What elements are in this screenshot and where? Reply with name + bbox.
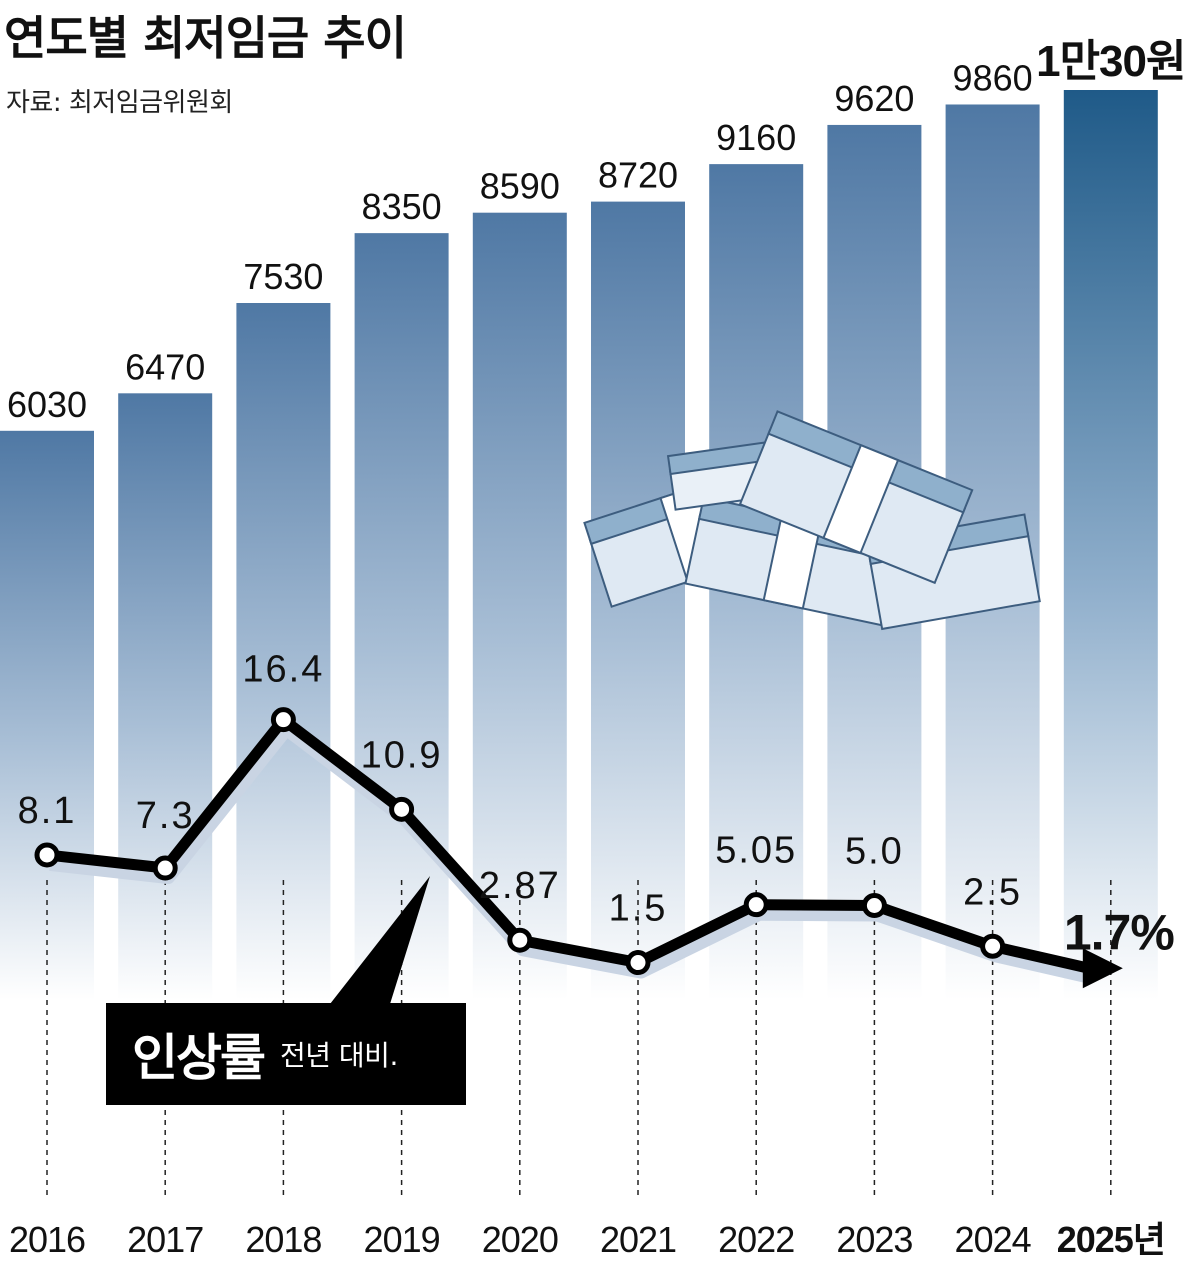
line-legend: 인상률 전년 대비. xyxy=(106,1003,466,1105)
line-point-2020 xyxy=(507,927,533,953)
line-label-2020: 2.87 xyxy=(479,865,561,907)
line-point-2017 xyxy=(152,855,178,881)
x-tick-2022: 2022 xyxy=(718,1219,794,1260)
bar-label-2023: 9620 xyxy=(834,78,914,119)
bar-label-2025년: 1만30원 xyxy=(1036,37,1185,86)
line-point-2023 xyxy=(861,893,887,918)
bar-label-2020: 8590 xyxy=(480,166,560,207)
line-label-2024: 2.5 xyxy=(963,871,1022,913)
line-label-2017: 7.3 xyxy=(136,795,195,837)
bar-2016 xyxy=(0,430,94,1000)
bar-2019 xyxy=(354,233,449,1001)
x-tick-2019: 2019 xyxy=(364,1219,440,1260)
bar-label-2024: 9860 xyxy=(953,57,1033,98)
line-point-2021 xyxy=(625,950,651,976)
line-label-2018: 16.4 xyxy=(242,649,324,691)
line-shadow xyxy=(49,721,1094,985)
x-tick-2024: 2024 xyxy=(955,1219,1031,1260)
x-tick-2021: 2021 xyxy=(600,1219,676,1260)
x-axis-labels: 2016 2017 2018 2019 2020 2021 2022 2023 2024 2025… xyxy=(9,1219,1166,1260)
bar-label-2018: 7530 xyxy=(243,256,323,297)
line-point-2022 xyxy=(743,892,769,918)
x-tick-2025년: 2025년 xyxy=(1057,1219,1165,1260)
bar-label-2017: 6470 xyxy=(125,346,205,387)
line-label-2019: 10.9 xyxy=(361,734,443,776)
line-arrow-head xyxy=(1082,948,1123,989)
line-label-2016: 8.1 xyxy=(18,790,77,832)
line-path xyxy=(46,714,1091,974)
growth-rate-line: 8.1 7.3 16.4 10.9 2.87 1.5 5.05 5.0 2.5 1.7% xyxy=(18,649,1175,989)
bar-2020 xyxy=(472,212,567,1001)
x-tick-2023: 2023 xyxy=(836,1219,912,1260)
line-label-2023: 5.0 xyxy=(845,831,904,873)
x-tick-2017: 2017 xyxy=(127,1219,203,1260)
line-label-2021: 1.5 xyxy=(609,888,668,930)
line-point-2016 xyxy=(34,842,60,868)
line-point-2024 xyxy=(980,933,1006,959)
x-tick-2018: 2018 xyxy=(245,1219,321,1260)
chart-title: 연도별 최저임금 추이 xyxy=(4,11,407,65)
bar-2017 xyxy=(118,393,213,1000)
source-note: 자료: 최저임금위원회 xyxy=(6,88,233,118)
bar-label-2019: 8350 xyxy=(362,186,442,227)
legend-main-label: 인상률 xyxy=(132,1029,266,1087)
bar-label-2021: 8720 xyxy=(598,155,678,196)
x-tick-2020: 2020 xyxy=(482,1219,558,1260)
bar-label-2016: 6030 xyxy=(7,384,87,425)
bar-label-2022: 9160 xyxy=(716,117,796,158)
x-tick-2016: 2016 xyxy=(9,1219,85,1260)
line-point-2019 xyxy=(389,796,415,822)
money-bundles-illustration xyxy=(583,410,1041,631)
line-label-2025년: 1.7% xyxy=(1064,904,1175,960)
legend-sub-label: 전년 대비. xyxy=(280,1039,398,1072)
bar-2021 xyxy=(591,201,685,1000)
line-label-2022: 5.05 xyxy=(715,830,797,872)
bar-2025년 xyxy=(1063,90,1158,1000)
line-point-2018 xyxy=(270,707,296,733)
